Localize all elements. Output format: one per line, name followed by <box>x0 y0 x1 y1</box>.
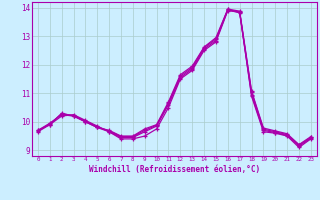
X-axis label: Windchill (Refroidissement éolien,°C): Windchill (Refroidissement éolien,°C) <box>89 165 260 174</box>
